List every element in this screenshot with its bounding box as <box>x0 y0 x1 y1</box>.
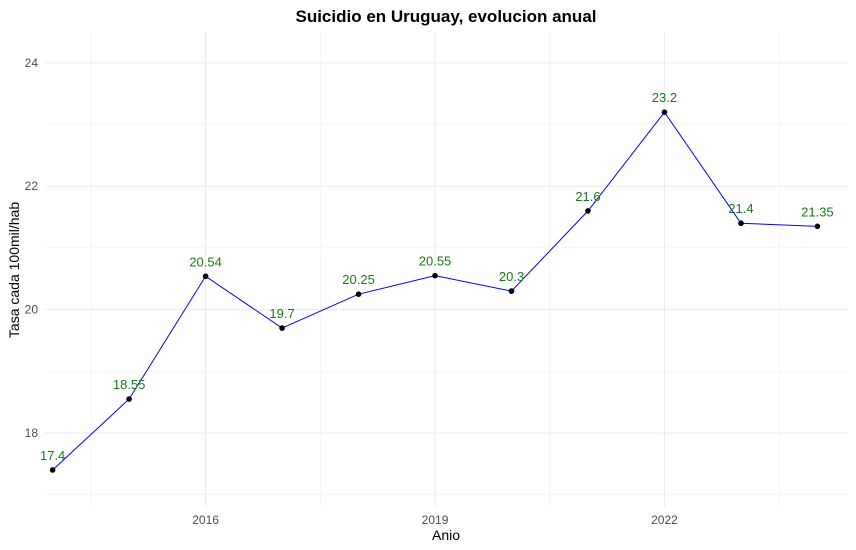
y-axis-title: Tasa cada 100mil/hab <box>6 202 22 338</box>
data-point <box>279 325 285 331</box>
data-point <box>432 272 438 279</box>
data-point <box>585 208 591 214</box>
data-label: 21.6 <box>575 189 600 204</box>
data-label: 21.4 <box>728 201 753 216</box>
x-tick-label: 2022 <box>651 513 678 527</box>
data-label: 20.55 <box>419 254 452 269</box>
data-label: 17.4 <box>40 448 65 463</box>
data-point <box>661 109 668 115</box>
data-point <box>202 273 209 280</box>
data-point <box>126 396 132 402</box>
data-point <box>738 220 744 227</box>
data-labels: 17.4 18.55 20.54 19.7 20.25 20.55 20.3 21.6 23.2… <box>40 90 834 463</box>
y-tick-label: 22 <box>25 179 39 193</box>
data-label: 18.55 <box>113 377 146 392</box>
data-label: 21.35 <box>801 204 834 219</box>
y-tick-label: 20 <box>25 303 39 317</box>
y-tick-label: 18 <box>25 426 39 440</box>
chart-title: Suicidio en Uruguay, evolucion anual <box>295 7 596 26</box>
x-tick-label: 2019 <box>422 513 449 527</box>
x-axis-title: Anio <box>432 527 460 543</box>
data-point <box>49 467 56 473</box>
data-label: 20.25 <box>342 272 375 287</box>
y-tick-label: 24 <box>25 56 39 70</box>
data-label: 23.2 <box>652 90 677 105</box>
data-label: 19.7 <box>269 306 294 321</box>
data-label: 20.3 <box>499 269 524 284</box>
y-axis-ticks: 18 20 22 24 <box>25 56 39 440</box>
data-points <box>49 109 821 473</box>
x-axis-ticks: 2016 2019 2022 <box>192 513 678 527</box>
x-tick-label: 2016 <box>192 513 219 527</box>
data-label: 20.54 <box>189 254 222 269</box>
data-point <box>355 291 362 297</box>
data-point <box>814 223 821 230</box>
grid <box>45 32 848 507</box>
data-point <box>508 288 515 294</box>
